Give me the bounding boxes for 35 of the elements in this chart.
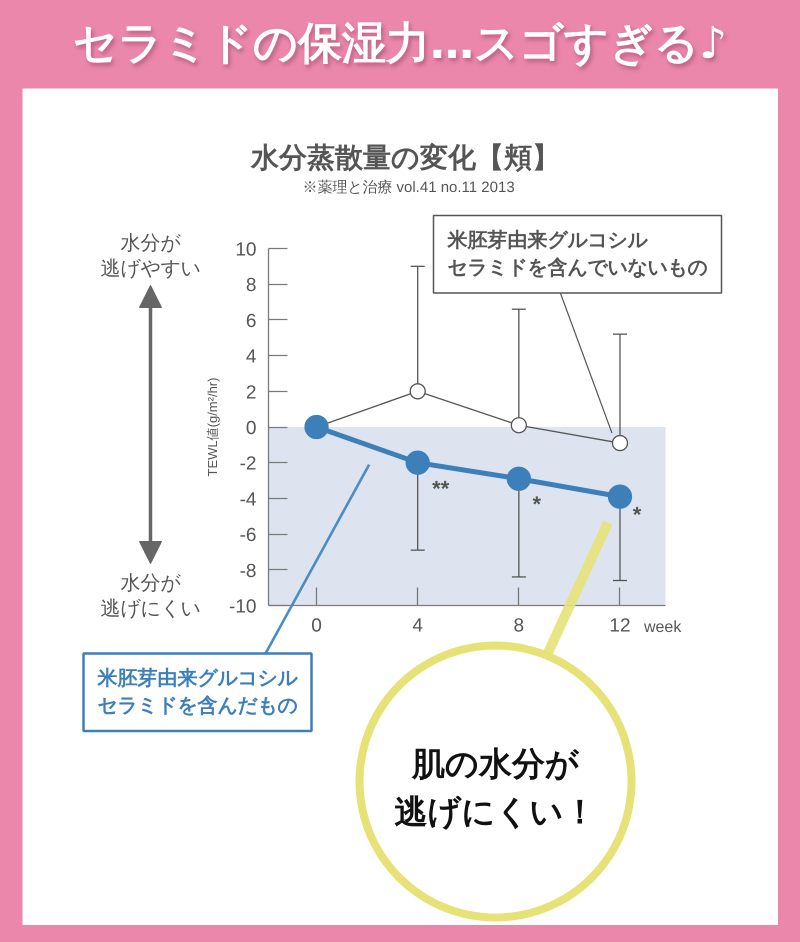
annotation: * [632, 502, 642, 528]
y-tick-label: 2 [246, 382, 257, 404]
y-tick-label: 6 [246, 310, 257, 332]
chart-subtitle: 水分蒸散量の変化【頬】 [250, 142, 560, 173]
y-tick-label: 10 [235, 240, 257, 260]
point [510, 417, 527, 434]
point [406, 450, 430, 475]
y-tick-label: -4 [240, 489, 257, 510]
text: 米胚芽由来グルコシルセラミドを含んだもの [96, 668, 298, 717]
text: 米胚芽由来グルコシルセラミドを含んでいないもの [446, 230, 708, 279]
point [410, 383, 426, 400]
text: 肌の水分が逃げにくい！ [394, 744, 596, 830]
annotation: * [532, 491, 542, 516]
text: ※薬理と治療 vol.41 no.11 2013 [302, 179, 515, 196]
y-tick-label: -8 [240, 560, 257, 582]
y-tick-label: -10 [229, 596, 257, 618]
annotation: ** [432, 476, 450, 502]
x-tick-label: 4 [412, 616, 424, 636]
y-tick-label: 0 [246, 418, 257, 439]
text: 水分が逃げやすい [100, 232, 200, 280]
point [608, 484, 632, 509]
point [612, 434, 628, 452]
x-axis-title: week [642, 619, 682, 636]
chart-title: セラミドの保湿力…スゴすぎる♪ [0, 0, 800, 88]
y-tick-label: 8 [246, 275, 257, 296]
point [304, 414, 329, 440]
text: 水分が逃げにくい [100, 572, 200, 620]
y-axis-title: TEWL値(g/m²/hr) [205, 378, 220, 476]
x-tick-label: 8 [514, 616, 524, 636]
x-tick-label: 0 [311, 616, 322, 636]
y-tick-label: 4 [246, 346, 257, 368]
y-tick-label: -2 [240, 454, 257, 475]
point [506, 466, 531, 491]
x-tick-label: 12 [609, 616, 631, 636]
y-tick-label: -6 [240, 525, 257, 546]
